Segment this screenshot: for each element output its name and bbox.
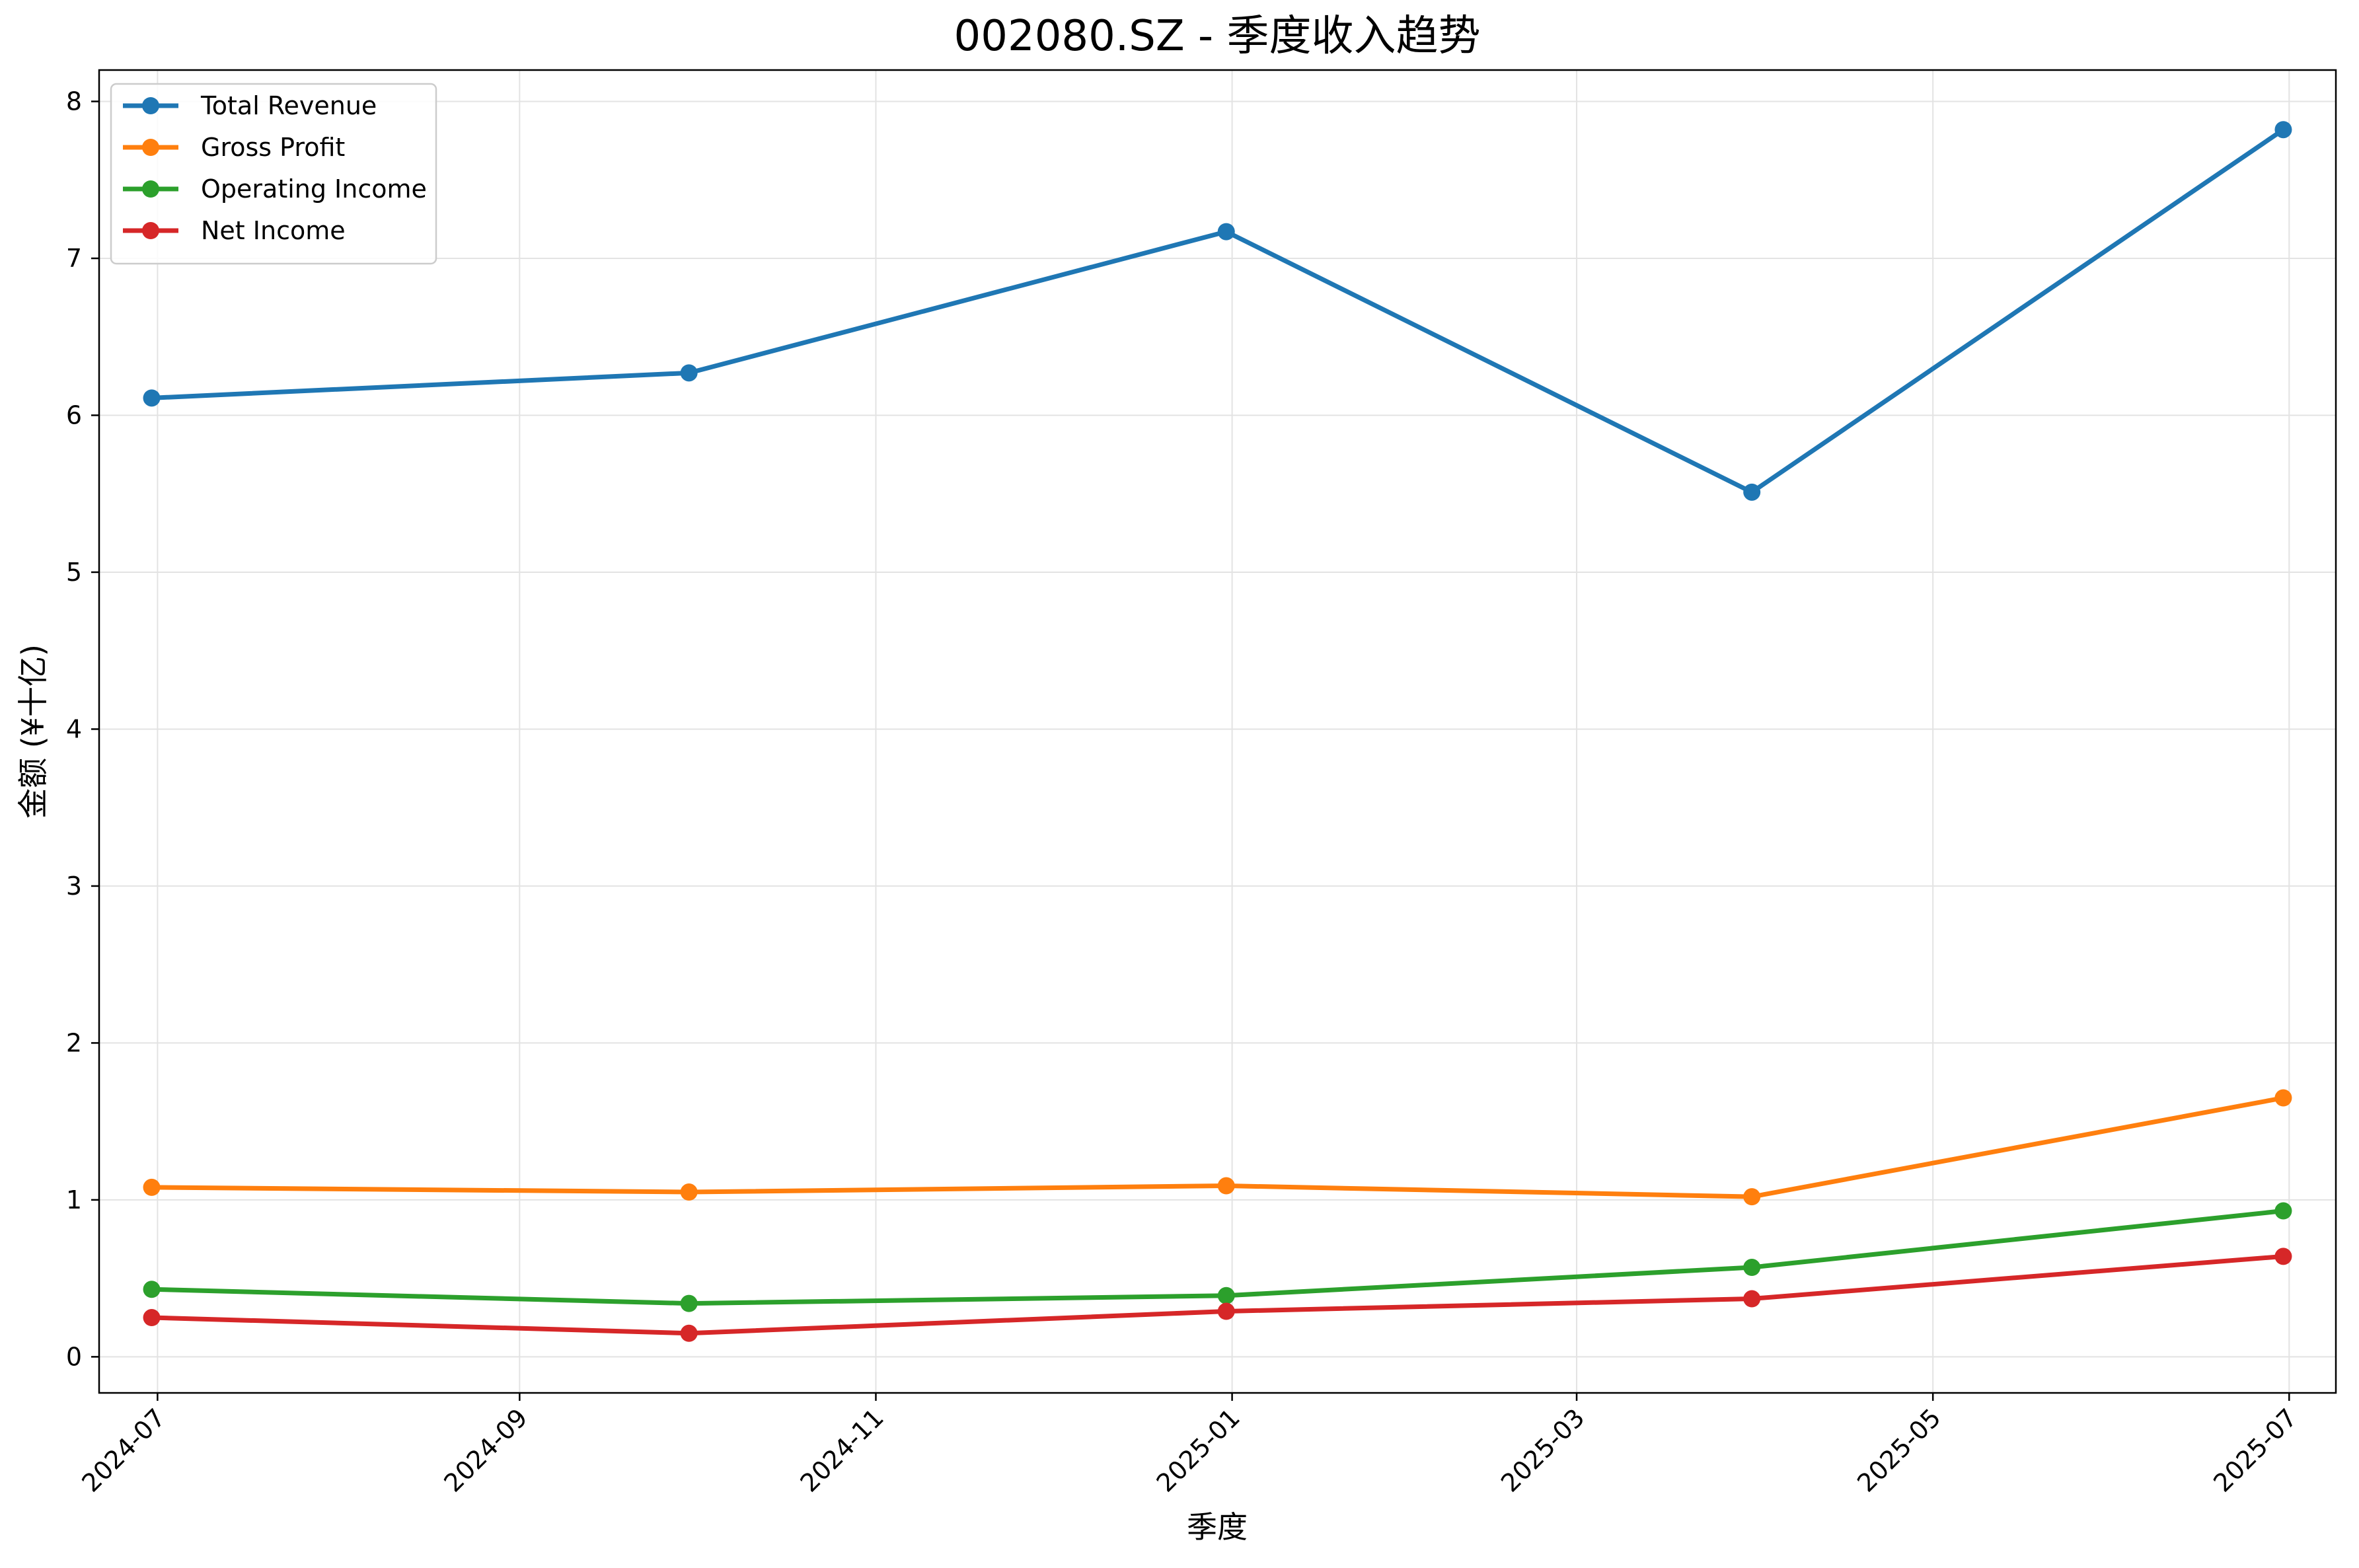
y-tick-label: 7 [66,244,82,273]
x-tick-label: 2024-07 [76,1403,170,1497]
data-point-1-0 [143,1178,161,1196]
legend-swatch-marker [142,222,159,239]
data-point-3-1 [680,1324,698,1342]
legend-swatch-marker [142,180,159,198]
legend-swatch-marker [142,139,159,156]
legend-label: Gross Profit [201,133,345,162]
data-point-1-2 [1217,1177,1235,1195]
series-line-1 [149,1096,2286,1199]
plot-frame [98,69,2337,1394]
data-point-2-2 [1217,1287,1235,1304]
y-tick-label: 1 [66,1185,82,1214]
legend-label: Net Income [201,216,346,245]
data-point-0-4 [2274,121,2292,139]
data-point-2-3 [1743,1259,1761,1277]
data-point-0-3 [1743,483,1761,501]
data-point-2-1 [680,1294,698,1312]
y-tick-label: 6 [66,400,82,429]
y-tick-label: 3 [66,872,82,901]
x-tick-label: 2025-01 [1151,1403,1246,1497]
x-tick-label: 2025-05 [1852,1403,1946,1497]
series-line-2 [149,1209,2286,1306]
data-point-2-0 [143,1281,161,1298]
x-tick-label: 2024-09 [438,1403,533,1497]
data-point-0-2 [1217,223,1235,241]
axis-ticks: 0 1 2 3 4 5 6 7 8 2024-07 2024-09 2024-11 2025-01 202… [66,87,2303,1497]
data-point-1-3 [1743,1188,1761,1206]
legend-label: Operating Income [201,174,427,204]
x-axis-label: 季度 [1187,1509,1248,1545]
data-point-0-0 [143,389,161,407]
data-point-3-2 [1217,1302,1235,1320]
series-line-0 [149,127,2286,495]
y-tick-label: 5 [66,558,82,587]
data-point-3-0 [143,1309,161,1327]
x-tick-label: 2024-11 [794,1403,889,1497]
data-point-1-4 [2274,1089,2292,1107]
data-point-0-1 [680,364,698,382]
grid [99,70,2336,1393]
chart-title: 002080.SZ - 季度收入趋势 [954,12,1481,61]
legend-box [110,83,437,265]
data-point-1-1 [680,1183,698,1201]
data-point-2-4 [2274,1202,2292,1220]
y-tick-label: 2 [66,1028,82,1057]
legend-label: Total Revenue [200,91,377,120]
y-tick-label: 4 [66,714,82,743]
y-tick-label: 0 [66,1342,82,1371]
y-tick-label: 8 [66,87,82,116]
x-tick-label: 2025-07 [2208,1403,2302,1497]
data-point-3-4 [2274,1248,2292,1265]
y-axis-label: 金额 (¥十亿) [15,644,51,819]
legend: Total Revenue Gross Profit Operating Incom… [110,83,437,265]
data-point-3-3 [1743,1290,1761,1308]
x-tick-label: 2025-03 [1495,1403,1590,1497]
series-group [143,121,2292,1342]
legend-swatch-marker [142,97,159,114]
